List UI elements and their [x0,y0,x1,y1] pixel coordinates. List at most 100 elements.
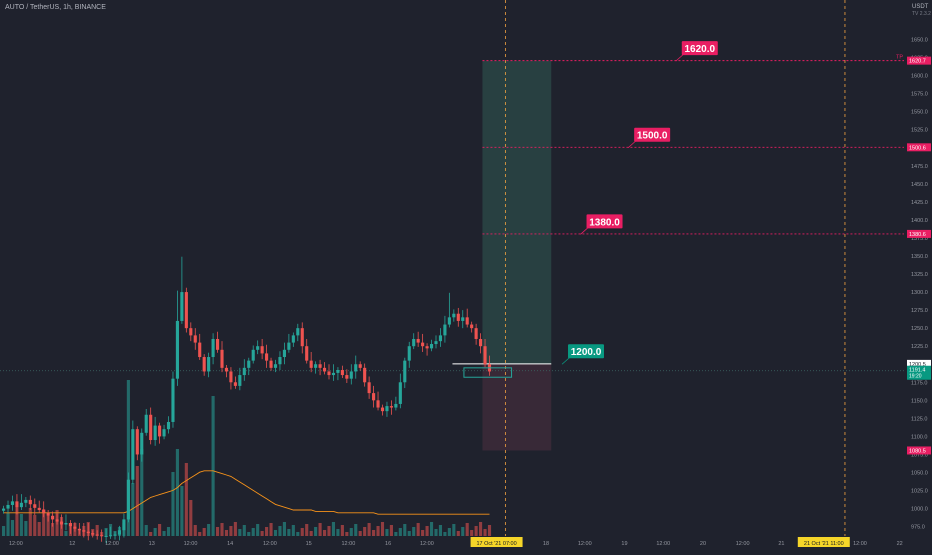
candle [59,514,64,529]
current-price-tag: 1191.4 [909,368,925,374]
candle-body [470,324,474,329]
candle-body [242,367,246,376]
time-tick: 12 [69,541,75,547]
candle [108,526,113,539]
candle [345,369,349,384]
candle [131,420,135,485]
level-tag-bg-0 [907,56,931,65]
candle [33,498,37,516]
level-tag-bg-1 [907,143,931,152]
time-tick: 12:00 [420,541,434,547]
candle-body [171,378,175,422]
candle [238,367,242,391]
candle-body [305,346,309,361]
candle-body [336,370,340,373]
current-price-countdown: 19:20 [909,374,922,380]
volume-bar [372,530,376,536]
volume-bar [340,525,344,536]
volume-bar [403,524,407,536]
candle-body [6,504,10,509]
candle-body [108,535,113,537]
price-tick: 1400.0 [911,218,928,224]
candle-body [260,346,264,354]
price-tick: 1050.0 [911,470,928,476]
volume-bar [220,523,224,536]
price-tick: 1275.0 [911,308,928,314]
volume-bar [309,531,313,536]
time-tick: 22 [897,541,903,547]
candle [380,404,385,416]
candle [91,530,95,538]
price-tick: 1175.0 [911,380,927,386]
volume-bar [331,522,336,536]
callout-box [568,344,605,359]
candle [202,354,206,376]
candle [24,497,28,508]
volume-bar [189,500,193,536]
price-tick: 1150.0 [911,398,927,404]
candle-body [180,292,184,321]
candle-body [126,479,130,520]
volume-bar [327,526,331,536]
candle-body [68,523,72,527]
time-tick: 12:00 [656,541,670,547]
candle-body [64,523,68,525]
volume-bar [380,522,385,536]
volume-bar [354,524,358,536]
candle [300,322,304,354]
entry-box[interactable] [463,367,513,378]
candle-body [86,531,90,534]
candle [46,510,50,522]
time-tick: 14 [227,541,233,547]
time-tick: 18 [543,541,549,547]
candle [77,523,81,535]
volume-bar [37,522,41,536]
price-tick: 1375.0 [911,236,928,242]
candle-body [55,519,59,522]
volume-bar [135,466,139,536]
candle-body [416,338,420,343]
candle [229,367,233,390]
candle-body [251,349,255,361]
candle [189,322,193,342]
candle [37,500,41,513]
candle-body [140,432,144,455]
volume-bar [158,524,162,536]
candle-body [122,519,126,531]
candle-body [479,338,483,347]
candle [171,371,175,428]
time-axis[interactable]: 12:00 12 12:00 13 12:00 14 12:00 15 12:00 16 12:00… [9,537,903,547]
position-zones [482,60,552,451]
candle [10,495,15,511]
price-tick: 1075.0 [911,452,928,458]
candle-body [28,499,32,505]
candle [175,290,179,386]
volume-bar [126,380,130,536]
price-callouts[interactable]: 1620.0 1500.0 1380.0 1200.0 [561,41,718,365]
candle [336,367,340,381]
candle-body [278,357,282,365]
price-tick: 1300.0 [911,290,928,296]
candle [363,363,367,387]
volume-bar [24,521,28,536]
candle-body [398,382,402,404]
candle-body [483,346,487,365]
callout-1: 1500.0 [627,127,671,149]
volume-bar [273,530,278,536]
candle [309,351,313,373]
price-tick: 1325.0 [911,272,928,278]
volume-bar [447,528,451,536]
volume-bar [162,531,166,536]
candle-body [291,335,295,343]
candle-body [345,375,349,379]
candle-body [282,349,286,358]
volume-bar [291,525,295,536]
candle [398,373,402,409]
candle [322,362,327,375]
price-axis[interactable]: 975.0 1000.0 1025.0 1050.0 1075.0 1100.0 1125.… [896,0,932,550]
candle [28,495,32,511]
candle-body [296,328,300,336]
volume-bar [487,525,492,536]
